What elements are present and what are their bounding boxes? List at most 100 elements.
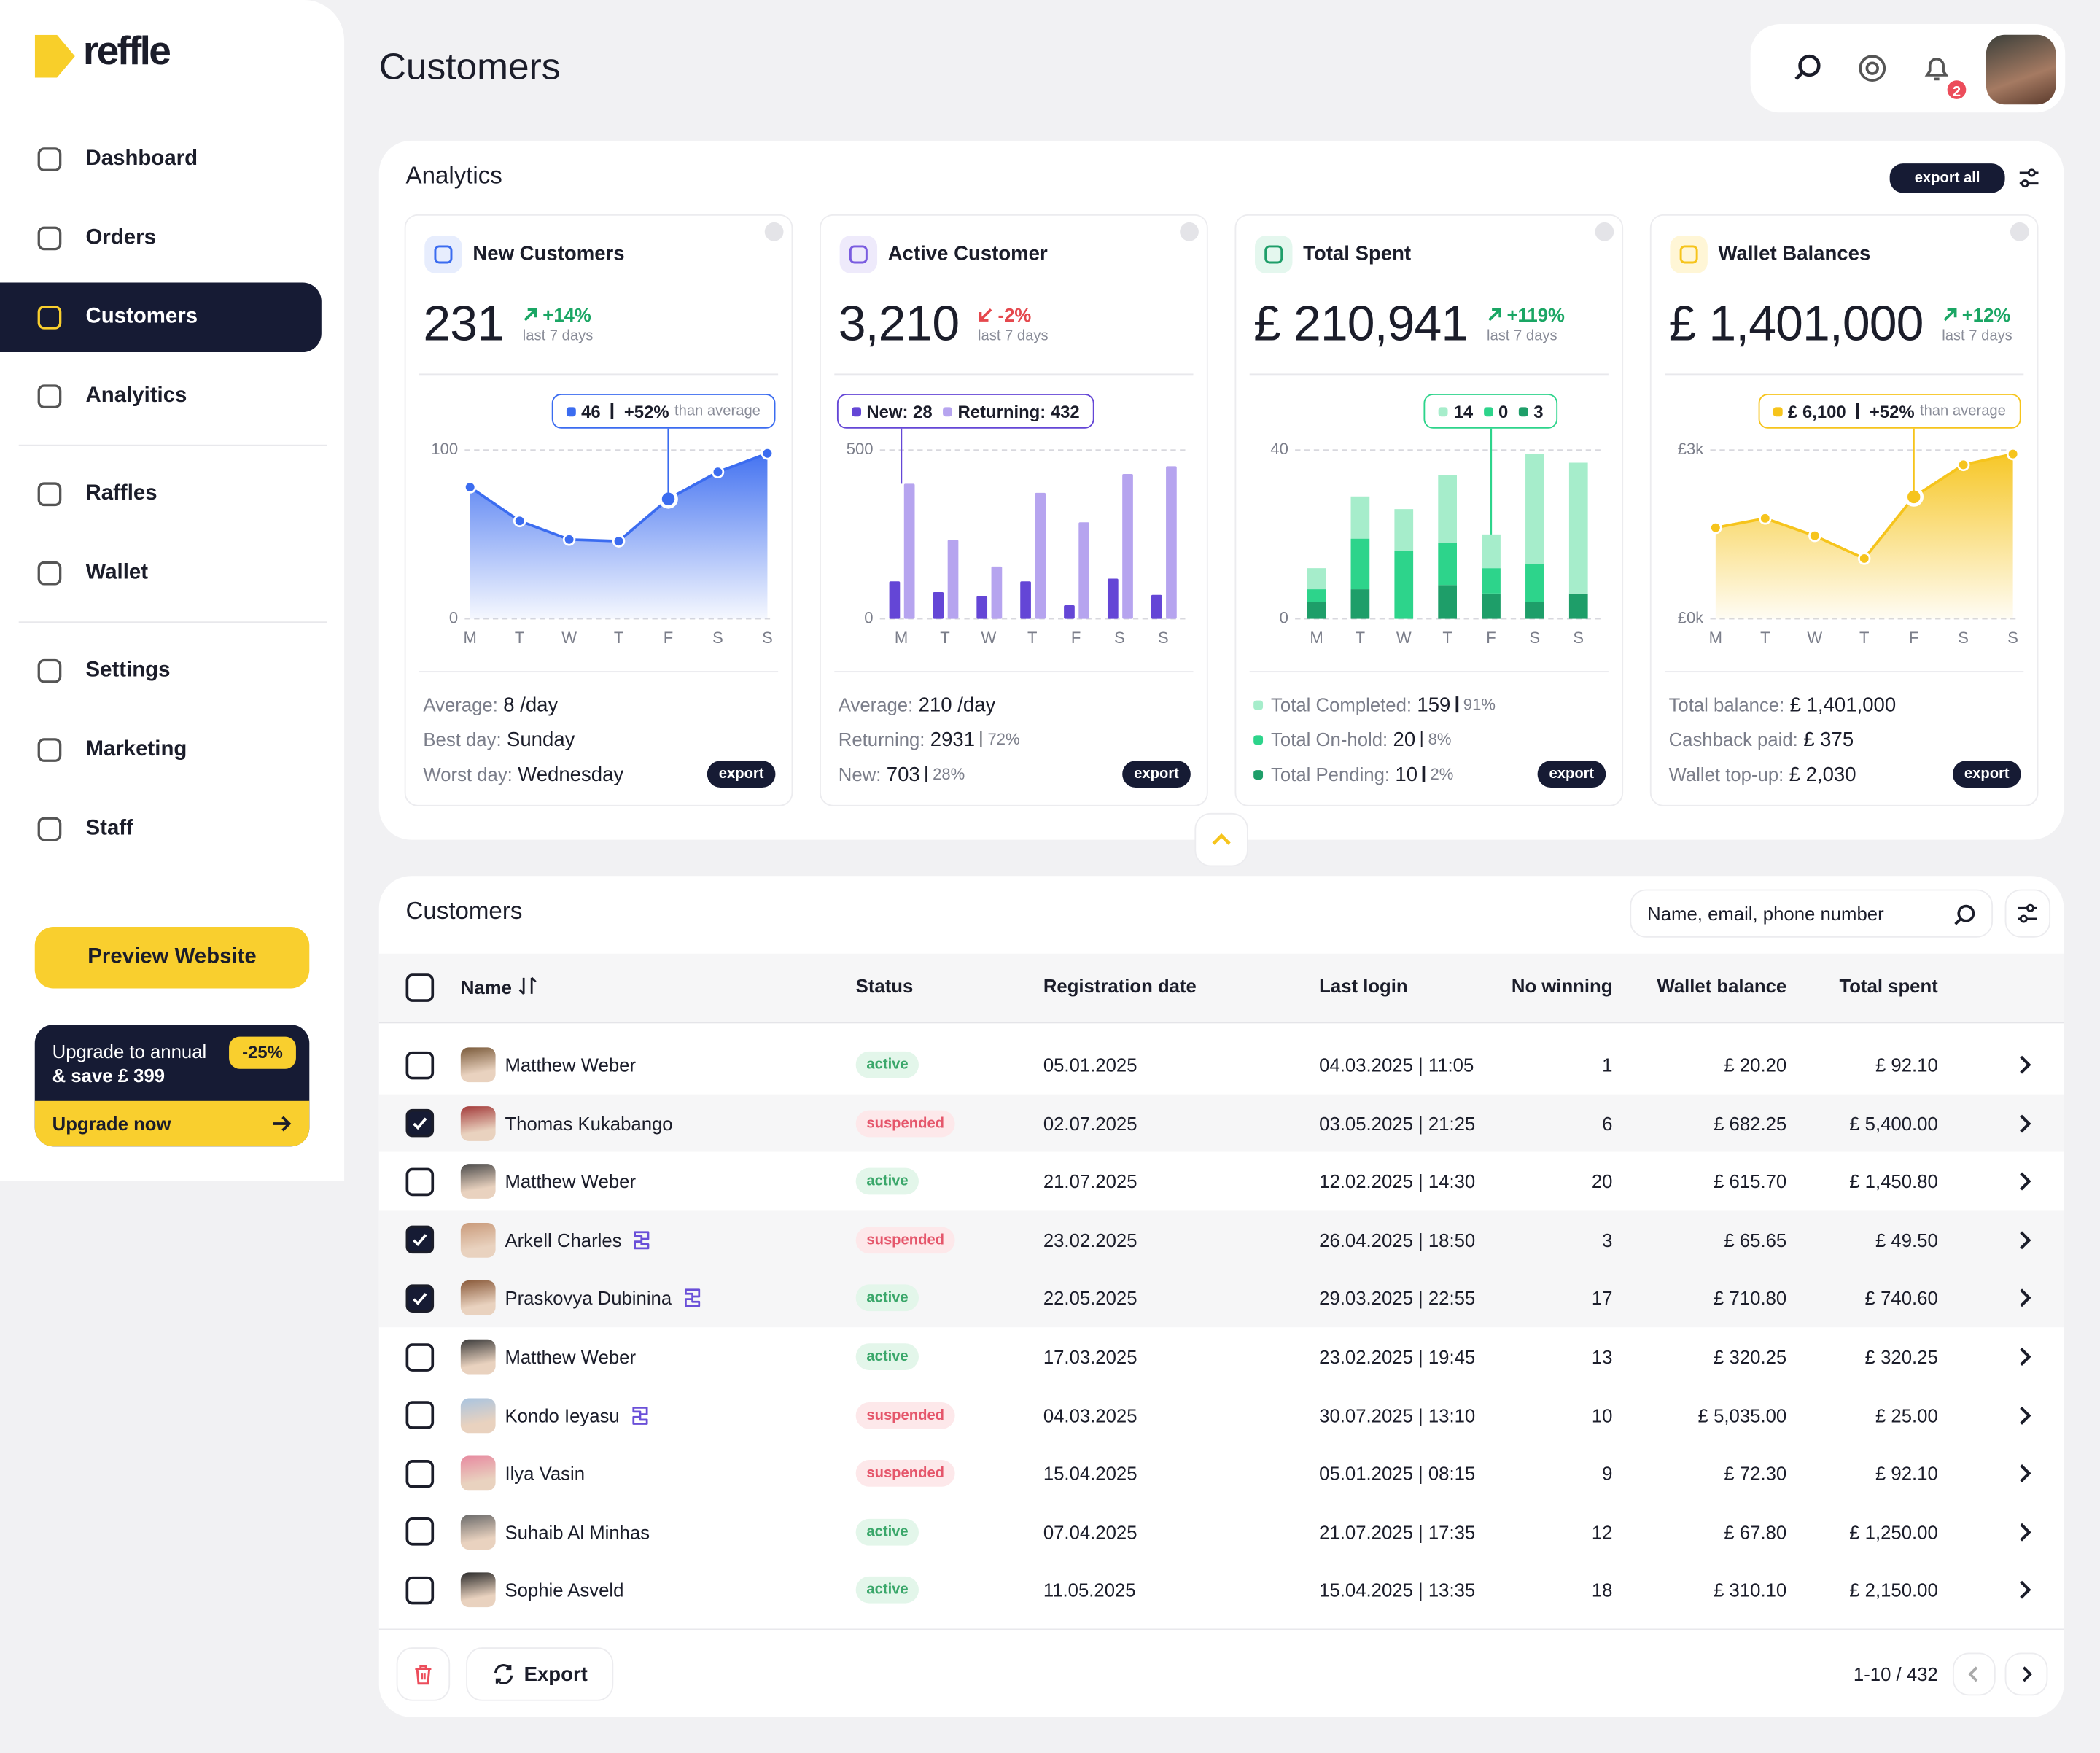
row-open[interactable] xyxy=(2015,1229,2034,1251)
nav-item[interactable]: Customers xyxy=(0,282,322,353)
customer-avatar xyxy=(460,1280,496,1316)
export-button[interactable]: export xyxy=(707,761,776,788)
bar-segment xyxy=(1482,534,1501,569)
chevron-shape xyxy=(2020,1289,2031,1307)
bar-segment xyxy=(1438,585,1458,619)
cell-last-login: 15.04.2025 | 13:35 xyxy=(1319,1579,1476,1601)
nav-item[interactable]: Dashboard xyxy=(0,125,322,195)
prev-page[interactable] xyxy=(1952,1652,1996,1696)
row-open[interactable] xyxy=(2015,1346,2034,1367)
table-filter-button[interactable] xyxy=(2004,889,2051,938)
row-checkbox[interactable] xyxy=(405,1401,435,1429)
export-label: export xyxy=(1964,766,2010,782)
nav-item[interactable]: Wallet xyxy=(0,538,322,608)
stat-label: Total On-hold: xyxy=(1271,728,1388,750)
search-icon[interactable] xyxy=(1792,53,1824,85)
row-open[interactable] xyxy=(2015,1054,2034,1076)
row-open[interactable] xyxy=(2015,1521,2034,1542)
row-open[interactable] xyxy=(2015,1288,2034,1309)
nav-item[interactable]: Settings xyxy=(0,636,322,706)
collapse-button[interactable] xyxy=(1194,812,1248,867)
row-open[interactable] xyxy=(2015,1463,2034,1484)
x-tick-label: T xyxy=(940,629,949,647)
x-tick-label: T xyxy=(1356,629,1365,647)
card-divider xyxy=(1665,373,2024,376)
tooltip-separator xyxy=(611,403,614,419)
point xyxy=(761,447,774,460)
row-open[interactable] xyxy=(2015,1171,2034,1192)
delete-button[interactable] xyxy=(396,1647,451,1701)
pagination-info: 1-10 / 432 xyxy=(1853,1663,1938,1685)
nav-item[interactable]: Staff xyxy=(0,794,322,864)
nav-item[interactable]: Analyitics xyxy=(0,362,322,432)
export-button[interactable]: Export xyxy=(466,1647,614,1701)
bar-segment xyxy=(1438,543,1458,586)
cell-wallet: £ 682.25 xyxy=(1714,1112,1787,1134)
row-checkbox[interactable] xyxy=(405,1108,435,1138)
row-checkbox[interactable] xyxy=(405,1226,435,1254)
cell-wallet: £ 320.25 xyxy=(1714,1345,1787,1368)
point xyxy=(2006,447,2020,461)
cell-wins: 1 xyxy=(1602,1054,1613,1076)
stat-separator xyxy=(925,766,928,782)
stat-card: Total Spent £ 210,941 +119% last 7 days 0 40 M… xyxy=(1234,214,1624,806)
row-open[interactable] xyxy=(2015,1579,2034,1601)
bell-icon[interactable] xyxy=(1921,53,1953,85)
export-button[interactable]: export xyxy=(1952,761,2021,788)
bar-segment xyxy=(1350,496,1370,539)
next-page[interactable] xyxy=(2004,1652,2048,1696)
point xyxy=(711,465,725,478)
stat-value: 703 xyxy=(886,763,920,786)
customer-name-cell: Arkell Charles xyxy=(505,1227,653,1253)
x-tick-label: S xyxy=(762,629,773,647)
nav-icon xyxy=(37,147,62,171)
column-header-label: Status xyxy=(855,975,914,997)
upgrade-action[interactable]: Upgrade now xyxy=(34,1100,310,1147)
stat-label: Average: xyxy=(838,693,914,715)
stat-share: 28% xyxy=(933,764,965,784)
row-open[interactable] xyxy=(2015,1113,2034,1134)
export-button[interactable]: export xyxy=(1537,761,1606,788)
line xyxy=(1715,452,2014,561)
search-box[interactable]: Name, email, phone number xyxy=(1630,889,1994,938)
row-checkbox[interactable] xyxy=(405,1459,435,1488)
help-icon[interactable] xyxy=(1856,53,1889,85)
value-row: 3,210 -2% last 7 days xyxy=(839,296,1049,352)
stat-card: New Customers 231 +14% last 7 days 0 100 M T W T F… xyxy=(404,214,793,806)
row-checkbox[interactable] xyxy=(405,1576,435,1605)
user-avatar[interactable] xyxy=(1986,34,2056,105)
chart-tooltip: 46 +52% than average xyxy=(551,394,776,429)
x-tick-label: W xyxy=(981,629,996,647)
change-text: +119% xyxy=(1506,303,1565,326)
nav-item[interactable]: Marketing xyxy=(0,715,322,785)
preview-button[interactable]: Preview Website xyxy=(34,927,310,989)
export-button[interactable]: export xyxy=(1122,761,1191,788)
cell-registered: 05.01.2025 xyxy=(1043,1054,1138,1076)
select-all-checkbox[interactable] xyxy=(405,973,435,1002)
customer-name: Suhaib Al Minhas xyxy=(505,1521,650,1543)
filter-icon[interactable] xyxy=(2017,166,2041,190)
row-checkbox[interactable] xyxy=(405,1517,435,1547)
bar xyxy=(1151,594,1162,619)
nav-item[interactable]: Orders xyxy=(0,203,322,273)
nav-label: Wallet xyxy=(85,561,149,584)
row-checkbox[interactable] xyxy=(405,1167,435,1196)
export-label: export xyxy=(1549,766,1595,782)
row-open[interactable] xyxy=(2015,1404,2034,1426)
nav-icon xyxy=(37,384,62,409)
export-all-button[interactable]: export all xyxy=(1889,163,2005,193)
cell-spent: £ 2,150.00 xyxy=(1849,1579,1938,1601)
row-checkbox[interactable] xyxy=(405,1342,435,1371)
x-tick-label: T xyxy=(1027,629,1037,647)
change-block: +12% last 7 days xyxy=(1942,304,2012,344)
row-checkbox[interactable] xyxy=(405,1284,435,1313)
nav-item[interactable]: Raffles xyxy=(0,459,322,529)
card-divider xyxy=(1249,373,1609,376)
stat-label: Wallet top-up: xyxy=(1668,763,1784,785)
customer-name: Sophie Asveld xyxy=(505,1579,624,1601)
point xyxy=(513,514,526,528)
trend-arrow-shape xyxy=(1943,308,1957,322)
column-header: Name xyxy=(461,975,539,998)
status-pill: suspended xyxy=(855,1227,955,1253)
row-checkbox[interactable] xyxy=(405,1050,435,1079)
